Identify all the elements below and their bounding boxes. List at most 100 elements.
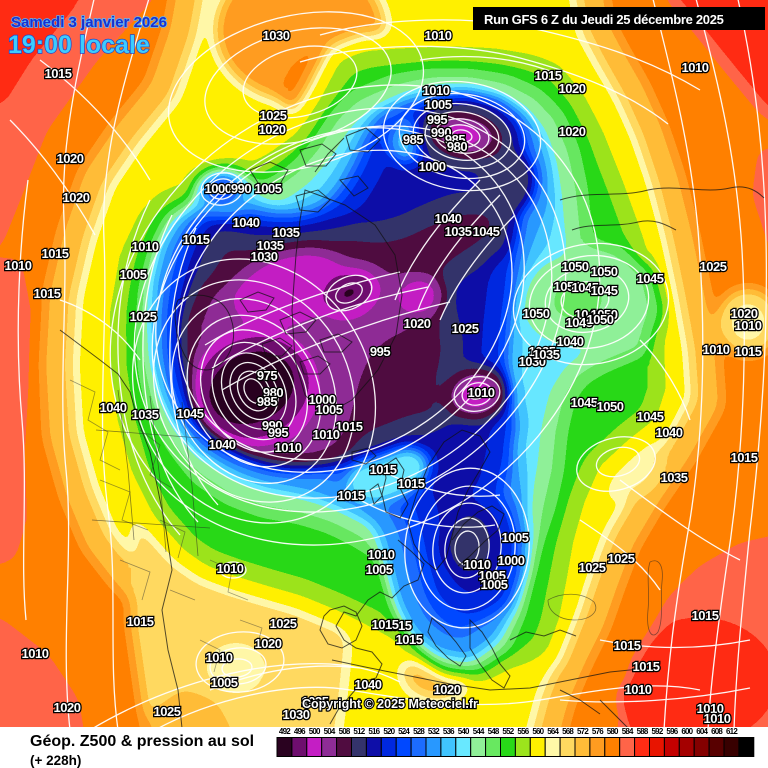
svg-text:1000: 1000 <box>309 392 336 407</box>
svg-text:1015: 1015 <box>370 462 397 477</box>
svg-text:1005: 1005 <box>425 97 452 112</box>
svg-text:1025: 1025 <box>608 551 635 566</box>
svg-text:990: 990 <box>262 418 282 433</box>
svg-text:1025: 1025 <box>270 616 297 631</box>
svg-text:1020: 1020 <box>731 306 758 321</box>
svg-text:580: 580 <box>607 727 619 736</box>
svg-text:1010: 1010 <box>425 28 452 43</box>
svg-text:600: 600 <box>681 727 693 736</box>
svg-text:1045: 1045 <box>591 283 618 298</box>
svg-text:Samedi 3 janvier 2026: Samedi 3 janvier 2026 <box>11 14 167 31</box>
svg-text:540: 540 <box>458 727 470 736</box>
svg-text:560: 560 <box>532 727 544 736</box>
svg-text:1015: 1015 <box>34 286 61 301</box>
svg-text:985: 985 <box>257 394 277 409</box>
svg-text:1050: 1050 <box>554 279 581 294</box>
svg-text:1000: 1000 <box>419 159 446 174</box>
svg-text:1015: 1015 <box>336 419 363 434</box>
svg-text:1020: 1020 <box>255 636 282 651</box>
svg-text:552: 552 <box>502 727 514 736</box>
svg-text:1015: 1015 <box>338 488 365 503</box>
svg-text:1035: 1035 <box>529 344 556 359</box>
svg-text:1015: 1015 <box>692 608 719 623</box>
svg-text:(+ 228h): (+ 228h) <box>30 753 81 768</box>
svg-text:1045: 1045 <box>572 280 599 295</box>
svg-text:1015: 1015 <box>633 659 660 674</box>
svg-text:1010: 1010 <box>313 427 340 442</box>
svg-text:995: 995 <box>427 112 447 127</box>
svg-text:Run GFS 6 Z du Jeudi 25 décemb: Run GFS 6 Z du Jeudi 25 décembre 2025 <box>484 12 724 27</box>
svg-text:Copyright © 2025 Meteociel.fr: Copyright © 2025 Meteociel.fr <box>302 697 478 711</box>
svg-text:1020: 1020 <box>434 682 461 697</box>
svg-text:1010: 1010 <box>217 561 244 576</box>
svg-text:1000: 1000 <box>205 181 232 196</box>
svg-text:1010: 1010 <box>423 83 450 98</box>
svg-text:980: 980 <box>263 385 283 400</box>
svg-text:1020: 1020 <box>57 151 84 166</box>
svg-text:1000: 1000 <box>498 553 525 568</box>
svg-text:1005: 1005 <box>479 568 506 583</box>
svg-text:1015: 1015 <box>535 68 562 83</box>
svg-text:990: 990 <box>231 181 251 196</box>
svg-text:572: 572 <box>577 727 589 736</box>
svg-text:1035: 1035 <box>273 225 300 240</box>
svg-text:576: 576 <box>592 727 604 736</box>
svg-text:1040: 1040 <box>100 400 127 415</box>
svg-text:1010: 1010 <box>468 385 495 400</box>
svg-text:1020: 1020 <box>404 316 431 331</box>
svg-text:1040: 1040 <box>435 211 462 226</box>
svg-text:1050: 1050 <box>591 307 618 322</box>
svg-text:556: 556 <box>517 727 529 736</box>
svg-text:1015: 1015 <box>396 632 423 647</box>
svg-text:1045: 1045 <box>473 224 500 239</box>
svg-text:532: 532 <box>428 727 440 736</box>
svg-text:1050: 1050 <box>591 264 618 279</box>
svg-text:19:00 locale: 19:00 locale <box>8 31 150 59</box>
svg-text:1030: 1030 <box>283 707 310 722</box>
svg-text:1005: 1005 <box>120 267 147 282</box>
svg-text:1020: 1020 <box>63 190 90 205</box>
svg-text:1015: 1015 <box>45 66 72 81</box>
svg-text:1015: 1015 <box>614 638 641 653</box>
svg-text:1030: 1030 <box>251 249 278 264</box>
svg-text:Géop. Z500 & pression au sol: Géop. Z500 & pression au sol <box>30 733 254 750</box>
svg-text:1044: 1044 <box>575 307 603 322</box>
svg-text:1010: 1010 <box>682 60 709 75</box>
svg-text:1005: 1005 <box>211 675 238 690</box>
svg-text:1040: 1040 <box>355 677 382 692</box>
svg-text:1015: 1015 <box>385 618 412 633</box>
svg-text:1010: 1010 <box>464 557 491 572</box>
svg-text:1020: 1020 <box>54 700 81 715</box>
svg-text:1010: 1010 <box>704 711 731 726</box>
svg-text:1020: 1020 <box>559 124 586 139</box>
svg-text:520: 520 <box>383 727 395 736</box>
svg-text:1005: 1005 <box>502 530 529 545</box>
svg-text:1045: 1045 <box>566 315 593 330</box>
svg-text:1040: 1040 <box>233 215 260 230</box>
svg-text:1025: 1025 <box>700 259 727 274</box>
svg-text:1035: 1035 <box>132 407 159 422</box>
svg-text:975: 975 <box>257 368 277 383</box>
svg-text:1045: 1045 <box>637 409 664 424</box>
svg-text:1050: 1050 <box>562 259 589 274</box>
svg-text:1040: 1040 <box>209 437 236 452</box>
svg-text:588: 588 <box>637 727 649 736</box>
svg-text:496: 496 <box>294 727 306 736</box>
svg-text:1010: 1010 <box>132 239 159 254</box>
svg-text:508: 508 <box>339 727 351 736</box>
svg-text:568: 568 <box>562 727 574 736</box>
svg-text:1015: 1015 <box>183 232 210 247</box>
svg-text:1025: 1025 <box>130 309 157 324</box>
svg-text:1045: 1045 <box>177 406 204 421</box>
svg-text:1015: 1015 <box>42 246 69 261</box>
svg-text:1050: 1050 <box>597 399 624 414</box>
svg-text:985: 985 <box>403 132 423 147</box>
svg-text:548: 548 <box>488 727 500 736</box>
svg-text:1010: 1010 <box>206 650 233 665</box>
svg-text:536: 536 <box>443 727 455 736</box>
svg-text:1010: 1010 <box>275 440 302 455</box>
svg-text:528: 528 <box>413 727 425 736</box>
svg-text:1025: 1025 <box>452 321 479 336</box>
svg-text:1050: 1050 <box>523 306 550 321</box>
svg-text:1035: 1035 <box>533 347 560 362</box>
